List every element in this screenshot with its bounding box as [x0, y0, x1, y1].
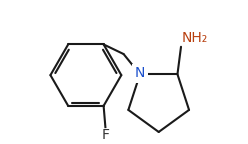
Text: N: N [135, 66, 145, 80]
Text: F: F [101, 128, 109, 142]
Text: NH₂: NH₂ [182, 31, 208, 45]
